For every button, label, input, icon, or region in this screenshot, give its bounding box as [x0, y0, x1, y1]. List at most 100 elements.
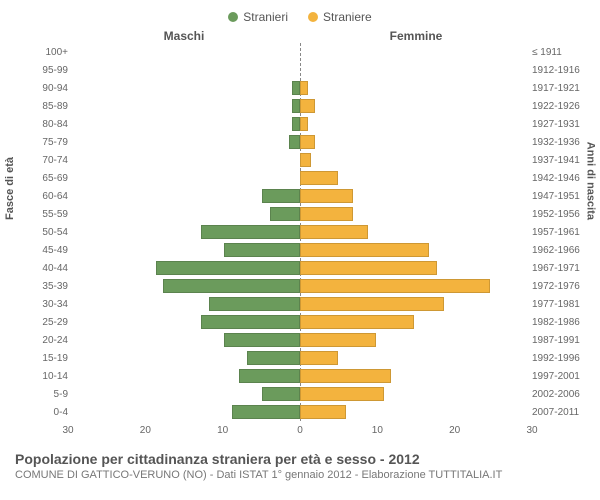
- birth-label: 1912-1916: [528, 65, 580, 76]
- birth-label: 1932-1936: [528, 137, 580, 148]
- chart-row: 90-94 1917-1921: [20, 79, 580, 97]
- bar-male: [201, 225, 300, 239]
- bar-male: [292, 81, 300, 95]
- header-female: Femmine: [300, 29, 532, 43]
- y-axis-label-right: Anni di nascita: [584, 142, 596, 220]
- age-label: 15-19: [20, 353, 72, 364]
- age-label: 40-44: [20, 263, 72, 274]
- bar-male: [247, 351, 300, 365]
- bar-male: [224, 333, 300, 347]
- chart-rows: 100+ ≤ 1911 95-99 1912-1916 90-94 1917-1921 85…: [20, 43, 580, 421]
- x-axis: 3020100102030: [20, 425, 580, 439]
- birth-label: 1937-1941: [528, 155, 580, 166]
- age-label: 35-39: [20, 281, 72, 292]
- chart-row: 45-49 1962-1966: [20, 241, 580, 259]
- bar-female: [300, 81, 308, 95]
- chart-row: 40-44 1967-1971: [20, 259, 580, 277]
- bar-male: [201, 315, 300, 329]
- y-axis-label-left: Fasce di età: [4, 157, 16, 220]
- birth-label: 2007-2011: [528, 407, 580, 418]
- birth-label: ≤ 1911: [528, 47, 580, 58]
- x-tick: 10: [217, 425, 228, 436]
- birth-label: 1922-1926: [528, 101, 580, 112]
- bar-female: [300, 99, 315, 113]
- birth-label: 1942-1946: [528, 173, 580, 184]
- chart-row: 35-39 1972-1976: [20, 277, 580, 295]
- bar-female: [300, 153, 311, 167]
- chart-row: 15-191992-1996: [20, 349, 580, 367]
- bar-female: [300, 333, 376, 347]
- birth-label: 1997-2001: [528, 371, 580, 382]
- chart-row: 65-69 1942-1946: [20, 169, 580, 187]
- age-label: 25-29: [20, 317, 72, 328]
- bar-male: [270, 207, 300, 221]
- bar-female: [300, 243, 429, 257]
- bar-male: [232, 405, 300, 419]
- x-tick: 20: [449, 425, 460, 436]
- pyramid-chart: Maschi Femmine Fasce di età Anni di nasc…: [20, 29, 580, 439]
- age-label: 90-94: [20, 83, 72, 94]
- chart-row: 30-341977-1981: [20, 295, 580, 313]
- bar-female: [300, 207, 353, 221]
- age-label: 45-49: [20, 245, 72, 256]
- x-tick: 0: [297, 425, 303, 436]
- legend-female: Straniere: [308, 10, 372, 24]
- legend-male-dot: [228, 12, 238, 22]
- age-label: 80-84: [20, 119, 72, 130]
- birth-label: 1987-1991: [528, 335, 580, 346]
- bar-female: [300, 171, 338, 185]
- footer: Popolazione per cittadinanza straniera p…: [10, 451, 590, 481]
- chart-row: 25-29 1982-1986: [20, 313, 580, 331]
- chart-row: 0-4 2007-2011: [20, 403, 580, 421]
- bar-male: [209, 297, 300, 311]
- chart-row: 55-591952-1956: [20, 205, 580, 223]
- legend-female-dot: [308, 12, 318, 22]
- age-label: 50-54: [20, 227, 72, 238]
- bar-male: [156, 261, 300, 275]
- age-label: 5-9: [20, 389, 72, 400]
- bar-female: [300, 405, 346, 419]
- bar-male: [224, 243, 300, 257]
- chart-row: 20-24 1987-1991: [20, 331, 580, 349]
- age-label: 65-69: [20, 173, 72, 184]
- bar-female: [300, 315, 414, 329]
- x-tick: 30: [62, 425, 73, 436]
- age-label: 70-74: [20, 155, 72, 166]
- age-label: 20-24: [20, 335, 72, 346]
- chart-row: 100+ ≤ 1911: [20, 43, 580, 61]
- age-label: 55-59: [20, 209, 72, 220]
- birth-label: 1947-1951: [528, 191, 580, 202]
- bar-male: [289, 135, 300, 149]
- age-label: 60-64: [20, 191, 72, 202]
- bar-female: [300, 351, 338, 365]
- chart-title: Popolazione per cittadinanza straniera p…: [15, 451, 585, 467]
- age-label: 100+: [20, 47, 72, 58]
- birth-label: 1967-1971: [528, 263, 580, 274]
- birth-label: 1917-1921: [528, 83, 580, 94]
- birth-label: 1962-1966: [528, 245, 580, 256]
- x-tick: 20: [140, 425, 151, 436]
- bar-male: [239, 369, 300, 383]
- bar-female: [300, 279, 490, 293]
- chart-row: 50-54 1957-1961: [20, 223, 580, 241]
- chart-row: 85-891922-1926: [20, 97, 580, 115]
- chart-row: 70-74 1937-1941: [20, 151, 580, 169]
- chart-row: 5-92002-2006: [20, 385, 580, 403]
- age-label: 0-4: [20, 407, 72, 418]
- bar-female: [300, 387, 384, 401]
- birth-label: 1957-1961: [528, 227, 580, 238]
- chart-subtitle: COMUNE DI GATTICO-VERUNO (NO) - Dati IST…: [15, 469, 585, 481]
- bar-male: [262, 189, 300, 203]
- age-label: 95-99: [20, 65, 72, 76]
- legend: Stranieri Straniere: [10, 10, 590, 24]
- bar-female: [300, 369, 391, 383]
- chart-row: 75-791932-1936: [20, 133, 580, 151]
- birth-label: 1982-1986: [528, 317, 580, 328]
- bar-male: [163, 279, 300, 293]
- age-label: 30-34: [20, 299, 72, 310]
- chart-row: 80-841927-1931: [20, 115, 580, 133]
- birth-label: 1972-1976: [528, 281, 580, 292]
- bar-female: [300, 117, 308, 131]
- bar-male: [292, 117, 300, 131]
- bar-female: [300, 135, 315, 149]
